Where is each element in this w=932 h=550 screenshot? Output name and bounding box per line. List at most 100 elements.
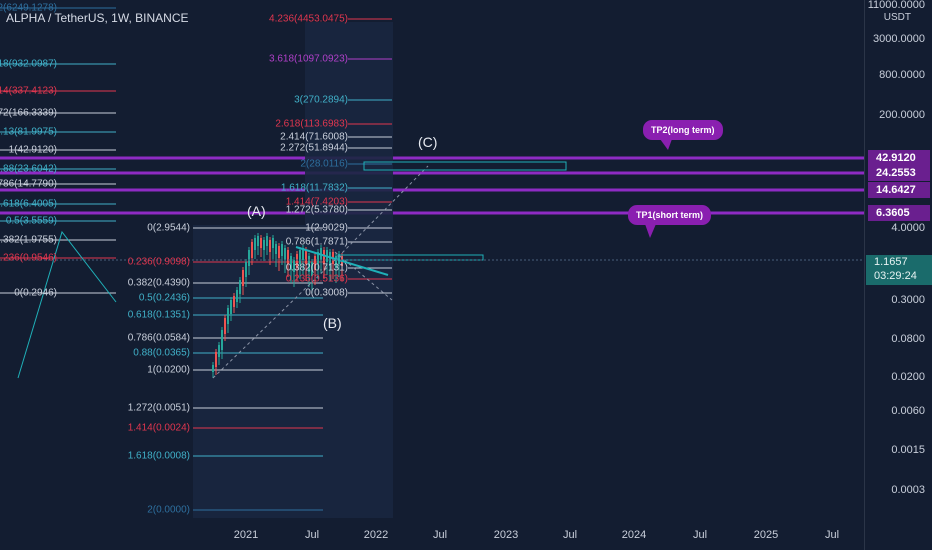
price-axis[interactable]: USDT 1.1657 03:29:24 11000.0000 3000.0000…: [864, 0, 932, 550]
fib-level-label: 2.618(113.6983): [275, 118, 348, 130]
current-price-badge: 1.1657 03:29:24: [866, 255, 932, 285]
fib-level-label: 3(270.2894): [294, 94, 348, 106]
fib-level-label: 1.272(0.0051): [127, 402, 190, 414]
candle-body: [314, 256, 316, 270]
wave-b-label: (B): [323, 315, 342, 331]
price-tick: 0.0800: [891, 333, 925, 345]
time-tick: Jul: [304, 529, 320, 541]
price-tick: 0.0060: [891, 405, 925, 417]
candle-body: [269, 240, 271, 252]
fib-level-label: 0.5(0.2436): [138, 292, 190, 304]
candle-body: [305, 250, 307, 264]
price-tick: 200.0000: [879, 109, 925, 121]
fib-level-label: 786(14.7790): [0, 178, 57, 190]
candle-body: [329, 252, 331, 266]
target-zone-box[interactable]: [363, 161, 567, 171]
candle-body: [248, 250, 250, 266]
price-tick: 0.0015: [891, 444, 925, 456]
fib-level-label: .88(23.6042): [0, 163, 57, 175]
fib-level-label: 0.786(1.7871): [285, 236, 348, 248]
symbol-title: ALPHA / TetherUS, 1W, BINANCE: [6, 11, 189, 25]
price-tick: 4.0000: [891, 222, 925, 234]
price-unit: USDT: [883, 12, 911, 23]
fib-level-label: 3.618(1097.0923): [269, 53, 348, 65]
candle-body: [299, 250, 301, 264]
fib-level-label: 4.236(4453.0475): [269, 13, 348, 25]
time-tick: Jul: [824, 529, 840, 541]
fib-level-label: 0.5(3.5559): [5, 215, 57, 227]
fib-extension-area: [305, 22, 393, 292]
left-zigzag-line[interactable]: [17, 230, 117, 379]
candle-body: [290, 256, 292, 270]
fib-level-label: 0.236(0.5136): [285, 273, 348, 285]
level-price-label: 42.9120: [868, 150, 930, 166]
time-tick: 2024: [621, 529, 647, 541]
candle-body: [212, 365, 214, 372]
fib-level-label: 1.618(11.7832): [280, 182, 348, 194]
time-tick: 2022: [363, 529, 389, 541]
trend-line[interactable]: [295, 246, 389, 276]
fib-level-label: 0(0.2946): [14, 287, 57, 299]
candle-body: [284, 248, 286, 260]
wave-a-label: (A): [247, 203, 266, 219]
candle-body: [236, 290, 238, 302]
fib-level-label: 1.414(7.4203): [285, 196, 348, 208]
time-tick: Jul: [562, 529, 578, 541]
candle-body: [242, 270, 244, 286]
fib-level-label: 0.382(0.4390): [127, 277, 190, 289]
fib-level-label: 0.236(0.9098): [127, 256, 190, 268]
candle-body: [257, 236, 259, 246]
candle-body: [263, 240, 265, 250]
tp1-callout-tail: [645, 224, 656, 238]
candle-body: [224, 318, 226, 334]
candle-body: [230, 300, 232, 314]
price-tick: 0.3000: [891, 294, 925, 306]
tp2-callout-tail: [660, 139, 672, 150]
bar-countdown: 03:29:24: [874, 270, 917, 282]
fib-level-label: 1(2.9029): [305, 222, 348, 234]
level-price-label: 24.2553: [868, 165, 930, 181]
candle-body: [296, 254, 298, 268]
support-zone-box[interactable]: [337, 254, 484, 261]
fib-level-label: 0.382(0.7131): [285, 262, 348, 274]
fib-level-label: 1(0.0200): [147, 364, 190, 376]
fib-level-label: 1.272(5.3780): [285, 204, 348, 216]
candle-body: [323, 250, 325, 264]
candle-body: [335, 256, 337, 268]
fib-level-label: 0.786(0.0584): [127, 332, 190, 344]
fib-level-label: 2(28.0116): [300, 158, 348, 170]
fib-level-label: 0(2.9544): [147, 222, 190, 234]
fib-level-label: 2(0.0000): [147, 504, 190, 516]
candle-body: [218, 345, 220, 357]
candle-body: [275, 244, 277, 254]
tp2-callout[interactable]: TP2(long term): [643, 120, 723, 140]
price-tick: 3000.0000: [873, 33, 925, 45]
level-price-label: 14.6427: [868, 182, 930, 198]
time-tick: Jul: [692, 529, 708, 541]
time-tick: 2021: [233, 529, 259, 541]
fib-level-label: 0(0.3008): [305, 287, 348, 299]
wave-c-label: (C): [418, 134, 438, 150]
fib-level-label: 0.88(0.0365): [133, 347, 190, 359]
fib-level-label: 2(6249.1278): [0, 2, 57, 14]
fib-level-label: 1.414(0.0024): [127, 422, 190, 434]
fib-level-label: 72(166.3339): [0, 107, 57, 119]
candle-body: [308, 256, 310, 272]
candle-body: [233, 296, 235, 307]
fib-level-label: 2.414(71.6008): [280, 131, 348, 143]
candle-body: [317, 252, 319, 264]
fib-level-label: 0.382(1.9755): [0, 234, 57, 246]
candle-body: [281, 244, 283, 256]
fib-level-label: 0.236(0.9546): [0, 252, 57, 264]
candle-body: [302, 248, 304, 260]
price-tick: 800.0000: [879, 69, 925, 81]
time-tick: Jul: [432, 529, 448, 541]
candle-body: [251, 242, 253, 258]
price-tick: 11000.0000: [867, 0, 925, 11]
level-price-label: 6.3605: [868, 205, 930, 221]
candle-body: [278, 246, 280, 258]
tp1-callout[interactable]: TP1(short term): [628, 205, 712, 225]
candle-body: [311, 262, 313, 276]
fib-level-label: 14(337.4123): [0, 85, 57, 97]
